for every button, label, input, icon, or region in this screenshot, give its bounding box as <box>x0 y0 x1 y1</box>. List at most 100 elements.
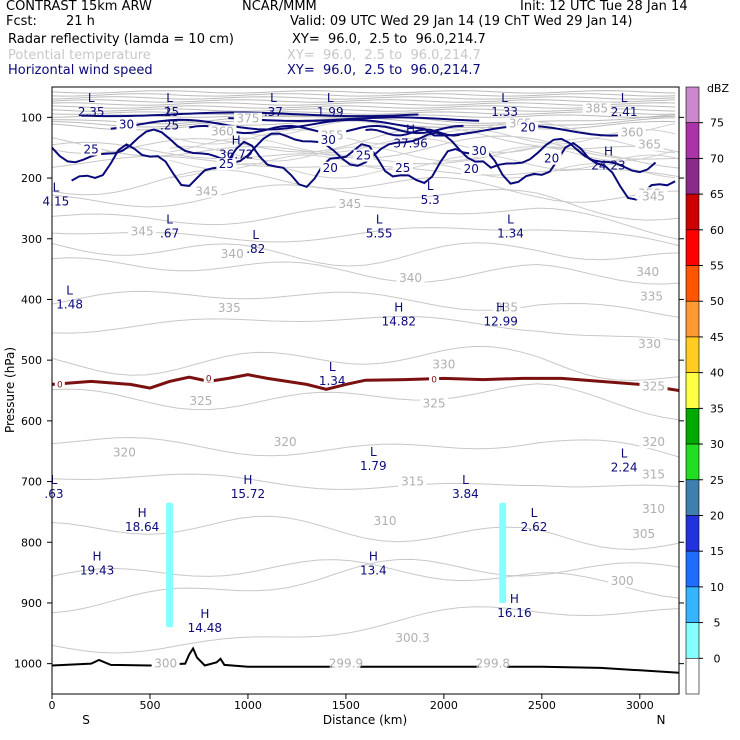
wind-min-marker: L <box>53 180 60 194</box>
theta-contour-label: 325 <box>642 379 665 393</box>
theta-contour-line <box>52 257 679 285</box>
plot-background <box>52 87 679 694</box>
wind-contour-label: 25 <box>84 143 99 157</box>
theta-contour-label: 345 <box>642 189 665 203</box>
theta-contour-line <box>52 558 679 614</box>
colorbar-segment <box>685 479 700 516</box>
theta-label-bg <box>639 502 668 515</box>
wind-label-bg <box>518 121 539 134</box>
colorbar-tick-label: 0 <box>714 652 721 665</box>
y-axis-label: Pressure (hPa) <box>3 347 17 433</box>
y-tick-label: 600 <box>21 415 42 428</box>
wind-extremum-value: .82 <box>246 242 265 256</box>
theta-contour-label: 320 <box>642 435 665 449</box>
wind-extremum-value: 1.34 <box>497 227 524 241</box>
theta-contour-line-upper <box>52 90 676 94</box>
theta-contour-label: 365 <box>638 138 661 152</box>
wind-extremum-value: 5.55 <box>366 227 393 241</box>
wind-contour-label: 25 <box>356 149 371 163</box>
wind-label-bg <box>541 152 562 165</box>
field-xy-theta: XY= 96.0, 2.5 to 96.0,214.7 <box>287 48 481 63</box>
colorbar-tick-label: 35 <box>710 402 724 415</box>
wind-extremum-value: 1.33 <box>491 105 518 119</box>
theta-contour-label: 345 <box>338 197 361 211</box>
freezing-label-bg <box>429 373 440 384</box>
colorbar-segment <box>685 122 700 159</box>
theta-contour-label: 325 <box>189 394 212 408</box>
field-name-theta: Potential temperature <box>8 48 151 63</box>
wind-contour-label: 30 <box>321 133 336 147</box>
theta-label-bg <box>429 358 458 371</box>
theta-label-bg <box>639 436 668 449</box>
theta-contour-label: 315 <box>401 475 424 489</box>
theta-contour-label: 300 <box>611 574 634 588</box>
theta-contour-label: 345 <box>131 225 154 239</box>
theta-label-bg <box>335 198 364 211</box>
wind-max-marker: H <box>243 473 252 487</box>
colorbar-segment <box>685 193 700 231</box>
x-tick-label: 500 <box>139 699 160 712</box>
terrain <box>52 646 679 674</box>
y-tick-label: 100 <box>21 111 42 124</box>
colorbar-segment <box>685 86 700 124</box>
wind-min-marker: L <box>376 213 383 227</box>
theta-contour-label: 375 <box>236 112 259 126</box>
wind-extremum-value: 37.96 <box>393 137 427 151</box>
x-tick-label: 1500 <box>332 699 360 712</box>
wind-max-marker: H <box>394 301 403 315</box>
fcst-value: 21 h <box>66 14 95 29</box>
wind-max-marker: H <box>232 134 241 148</box>
wind-max-marker: H <box>138 506 147 520</box>
theta-label-bg <box>215 301 244 314</box>
theta-label-bg <box>331 657 360 670</box>
wind-contour-line <box>52 128 657 174</box>
wind-min-marker: L <box>166 105 173 119</box>
theta-label-bg <box>637 290 666 303</box>
wind-label-bg <box>81 143 102 156</box>
theta-label-bg <box>639 380 668 393</box>
colorbar-tick-label: 70 <box>710 152 724 165</box>
wind-extremum-value: 1.99 <box>317 105 344 119</box>
wind-min-marker: L <box>427 179 434 193</box>
theta-label-bg <box>398 475 427 488</box>
theta-contour-line <box>52 169 679 203</box>
wind-max-marker: H <box>200 607 209 621</box>
theta-label-bg <box>208 125 237 138</box>
fcst-label: Fcst: <box>6 14 37 29</box>
wind-contour-label: 20 <box>464 162 479 176</box>
org-label: NCAR/MMM <box>242 0 317 14</box>
theta-contour-label: 305 <box>632 527 655 541</box>
theta-contour-line-mid <box>169 162 676 179</box>
wind-contour-label: 30 <box>472 144 487 158</box>
theta-contour-line <box>52 184 679 221</box>
wind-extremum-value: 12.99 <box>484 315 518 329</box>
theta-contour-label: 300 <box>154 657 177 671</box>
x-tick-label: 0 <box>49 699 56 712</box>
wind-label-bg <box>469 144 490 157</box>
theta-contour-line <box>52 345 679 382</box>
x-axis-label: Distance (km) <box>323 713 407 727</box>
wind-extremum-value: 2.35 <box>78 105 105 119</box>
x-tick-label: 2000 <box>430 699 458 712</box>
colorbar-tick-label: 50 <box>710 295 724 308</box>
theta-contour-line <box>52 383 679 421</box>
theta-contour-line <box>52 205 679 240</box>
theta-contour-line-upper <box>52 96 676 100</box>
wind-extremum-value: 19.43 <box>80 563 114 577</box>
freezing-level-line <box>52 373 679 392</box>
contour-labels: 3753853553603603653653503453453453453403… <box>43 91 668 671</box>
theta-label-bg <box>639 468 668 481</box>
theta-contour-line <box>52 316 679 341</box>
plot-frame <box>51 86 680 695</box>
colorbar-tick-label: 20 <box>710 509 724 522</box>
wind-extremum-value: 5.3 <box>421 193 440 207</box>
wind-min-marker: L <box>51 473 58 487</box>
theta-contour-label: 330 <box>432 357 455 371</box>
wind-min-marker: L <box>621 446 628 460</box>
wind-extremum-value: .63 <box>44 487 63 501</box>
wind-min-marker: L <box>501 91 508 105</box>
wind-extremum-value: 1.48 <box>56 298 83 312</box>
wind-extremum-value: 14.82 <box>382 315 416 329</box>
wind-min-marker: L <box>66 284 73 298</box>
theta-label-bg <box>186 394 215 407</box>
